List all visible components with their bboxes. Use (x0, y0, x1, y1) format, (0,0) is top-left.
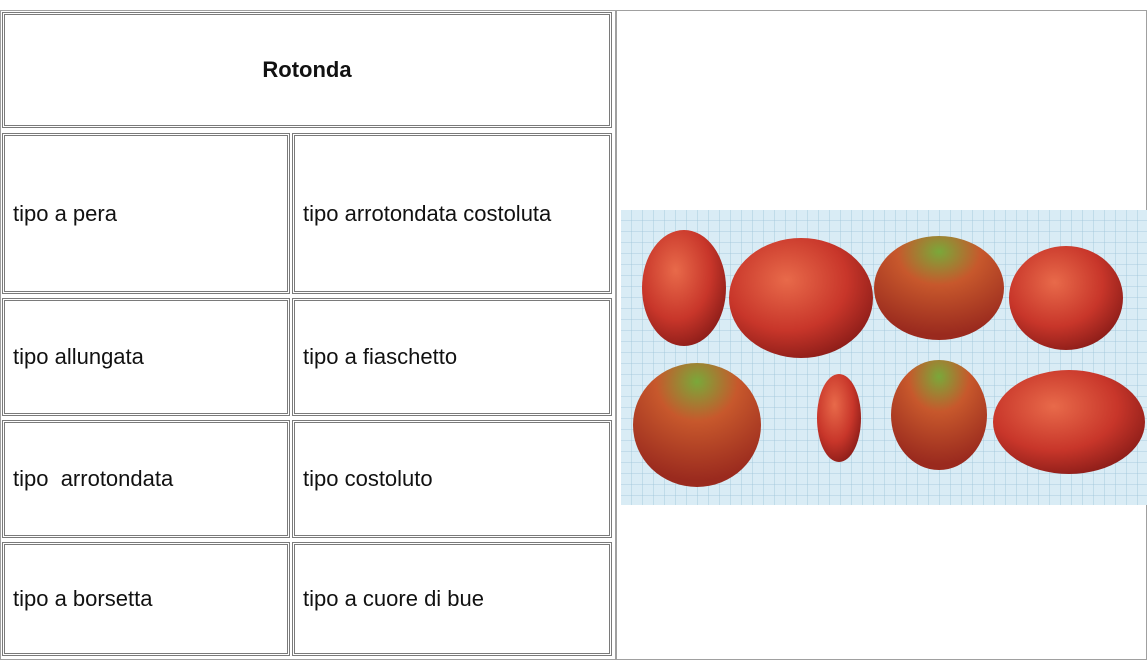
table-cell: tipo a cuore di bue (292, 542, 612, 656)
table-cell: tipo allungata (2, 298, 290, 416)
cell-text: tipo costoluto (303, 466, 433, 491)
header-text: Rotonda (262, 57, 352, 82)
cell-text: tipo a borsetta (13, 586, 153, 611)
table-cell: tipo a borsetta (2, 542, 290, 656)
cell-text: tipo allungata (13, 344, 144, 369)
table-cell: tipo arrotondata costoluta (292, 133, 612, 294)
table-cell: tipo costoluto (292, 420, 612, 538)
cell-text: tipo arrotondata costoluta (303, 200, 552, 226)
table-cell: tipo a fiaschetto (292, 298, 612, 416)
cell-text: tipo a fiaschetto (303, 344, 458, 369)
table-cell: tipo arrotondata (2, 420, 290, 538)
table-cell: tipo a pera (2, 133, 290, 294)
tomato-photo (621, 210, 1147, 505)
cell-text: tipo arrotondata (13, 466, 174, 491)
header-cell: Rotonda (2, 12, 612, 128)
cell-text: tipo a pera (13, 200, 117, 226)
cell-text: tipo a cuore di bue (303, 586, 485, 611)
